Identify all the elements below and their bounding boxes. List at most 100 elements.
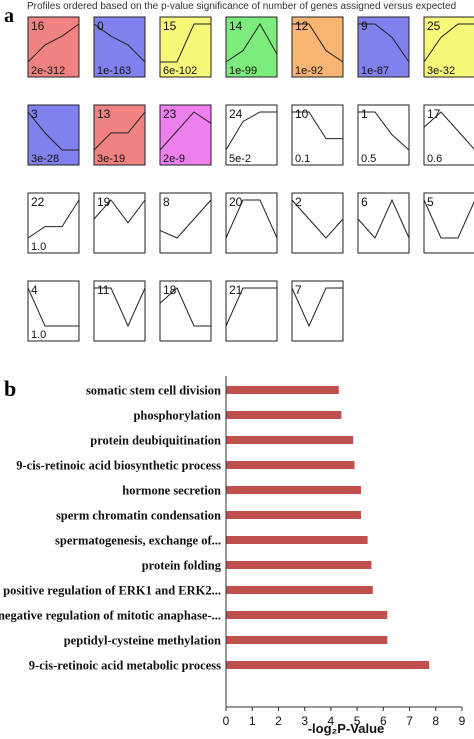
profile-trend-line [423, 111, 474, 150]
profile-p-value: 0.1 [295, 153, 310, 165]
profile-tile-box [93, 16, 146, 78]
profile-id: 5 [427, 195, 434, 209]
x-tick-label: 0 [223, 714, 230, 728]
profile-tile: 23 2e-9 [159, 104, 212, 166]
profile-trend-line [225, 199, 278, 239]
profile-id: 9 [361, 19, 368, 33]
x-tick-label: 5 [354, 714, 361, 728]
profile-id: 16 [31, 19, 45, 33]
profile-id: 6 [361, 195, 368, 209]
bar [226, 636, 388, 644]
category-label: protein folding [142, 559, 222, 573]
profile-p-value: 1e-163 [97, 65, 131, 77]
profile-tile: 221.0 [27, 192, 80, 254]
profile-p-value: 6e-102 [163, 65, 197, 77]
category-label: somatic stem cell division [86, 384, 221, 398]
x-tick-label: 1 [249, 714, 256, 728]
profile-p-value: 1e-99 [229, 65, 257, 77]
profile-tile: 11 [93, 280, 146, 342]
category-label: positive regulation of ERK1 and ERK2... [3, 584, 221, 598]
profile-id: 1 [361, 107, 368, 121]
profile-id: 13 [97, 107, 111, 121]
category-labels: somatic stem cell division phosphorylatio… [0, 384, 222, 673]
profile-tile: 24 5e-2 [225, 104, 278, 166]
profile-tile: 170.6 [423, 104, 474, 166]
panel-a-header: Profiles ordered based on the p-value si… [27, 1, 456, 12]
profile-tile-box [423, 16, 474, 78]
profile-p-value: 0.5 [361, 153, 376, 165]
category-label: spermatogenesis, exchange of... [55, 534, 221, 548]
profile-trend-line [292, 23, 344, 63]
profile-trend-line [93, 111, 146, 151]
profile-tile-box [225, 192, 278, 254]
profile-id: 20 [229, 195, 243, 209]
profile-p-value: 2e-312 [31, 65, 65, 77]
bar [226, 661, 430, 669]
profile-tile-box [93, 104, 146, 166]
bar [226, 461, 355, 469]
profile-trend-line [225, 287, 277, 327]
profile-trend-line [159, 199, 212, 239]
bar [226, 486, 361, 494]
bar [226, 611, 388, 619]
profile-tile: 13 3e-19 [93, 104, 146, 166]
profile-trend-line [357, 198, 410, 239]
category-label: hormone secretion [122, 484, 221, 498]
x-axis-ticks: 0 1 2 3 4 5 6 7 8 9 [223, 707, 466, 728]
profile-tile-box [423, 192, 474, 254]
profile-trend-line [423, 199, 474, 239]
profile-tile: 14 1e-99 [225, 16, 278, 78]
profile-p-value: 1e-92 [295, 65, 323, 77]
profile-tile-box [357, 16, 410, 78]
profile-tile-box [291, 16, 344, 78]
x-tick-label: 6 [380, 714, 387, 728]
bar [226, 436, 354, 444]
profile-tile-box [27, 192, 80, 254]
profile-tile: 2 [291, 192, 344, 254]
profile-id: 8 [163, 195, 170, 209]
profile-trend-line [159, 287, 211, 327]
bar [226, 561, 372, 569]
category-label: 9-cis-retinoic acid metabolic process [29, 659, 221, 673]
profile-p-value: 3e-32 [427, 65, 455, 77]
profile-trend-line [225, 23, 278, 63]
profile-tile-box [27, 280, 80, 342]
x-tick-label: 4 [328, 714, 335, 728]
category-label: phosphorylation [133, 409, 221, 423]
category-label: 9-cis-retinoic acid biosynthetic process [16, 459, 221, 473]
profile-p-value: 3e-19 [97, 153, 125, 165]
profile-tile-box [93, 192, 146, 254]
profile-tile: 100.1 [291, 104, 344, 166]
profile-tile-box [159, 192, 212, 254]
profile-trend-line [291, 287, 343, 328]
category-label: negative regulation of mitotic anaphase-… [0, 609, 221, 623]
profile-trend-line [160, 23, 211, 63]
profile-id: 11 [97, 283, 110, 297]
profile-trend-line [93, 23, 146, 63]
profile-tile: 41.0 [27, 280, 80, 342]
x-tick-label: 2 [275, 714, 282, 728]
profile-trend-line [27, 111, 79, 151]
profile-id: 22 [31, 195, 45, 209]
profile-tile-box [357, 104, 410, 166]
profile-p-value: 1.0 [31, 329, 46, 341]
bar [226, 386, 339, 394]
profile-trend-line [27, 199, 80, 239]
profile-id: 18 [163, 283, 177, 297]
profile-tile: 19 [93, 192, 146, 254]
profile-tile-box [291, 104, 344, 166]
profile-tile: 9 1e-87 [357, 16, 410, 78]
profile-tile-box [291, 280, 344, 342]
profile-tile: 16 2e-312 [27, 16, 80, 78]
bar-marks [226, 386, 430, 669]
profile-tile-box [159, 16, 212, 78]
x-axis-label: -log₂P-Value [308, 721, 385, 736]
profile-id: 17 [427, 107, 441, 121]
profile-p-value: 3e-28 [31, 153, 59, 165]
profile-id: 25 [427, 19, 441, 33]
profile-trend-line [292, 111, 343, 140]
profile-id: 12 [295, 19, 309, 33]
profile-tile-box [357, 192, 410, 254]
profile-trend-line [225, 111, 277, 151]
